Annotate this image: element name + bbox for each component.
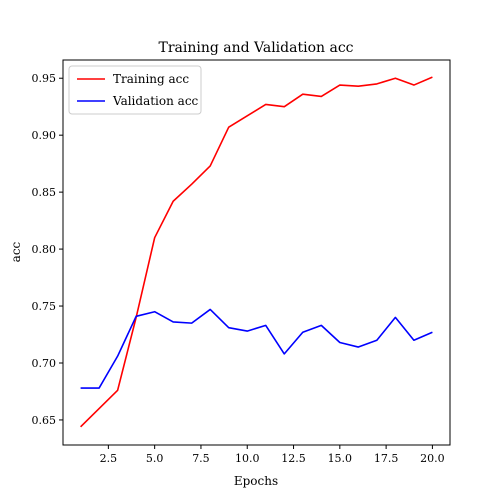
legend: Training acc Validation acc (68, 65, 202, 115)
x-tick-label: 10.0 (235, 452, 260, 465)
y-tick-label: 0.95 (32, 72, 57, 85)
legend-label: Validation acc (112, 94, 199, 108)
x-axis-label: Epochs (234, 474, 278, 488)
legend-label: Training acc (113, 72, 189, 86)
series-line-validation-acc (80, 308, 433, 389)
x-tick-label: 17.5 (374, 452, 399, 465)
chart-title: Training and Validation acc (158, 40, 353, 56)
series-lines (80, 76, 433, 428)
x-tick-label: 7.5 (192, 452, 210, 465)
series-line-training-acc (80, 76, 433, 428)
x-tick-label: 2.5 (100, 452, 118, 465)
y-tick-label: 0.90 (32, 129, 57, 142)
ticks: 2.5 5.0 7.5 10.0 12.5 15.0 17.5 20.0 0.65 0.70 0.7… (32, 72, 445, 465)
x-tick-label: 20.0 (420, 452, 445, 465)
plot-area (62, 59, 451, 446)
y-tick-label: 0.75 (32, 300, 57, 313)
y-tick-label: 0.65 (32, 414, 57, 427)
legend-box (68, 65, 202, 115)
x-tick-label: 5.0 (146, 452, 164, 465)
y-tick-label: 0.80 (32, 243, 57, 256)
y-tick-label: 0.70 (32, 357, 57, 370)
x-tick-label: 15.0 (328, 452, 353, 465)
x-tick-label: 12.5 (281, 452, 306, 465)
y-axis-label: acc (9, 241, 23, 262)
y-tick-label: 0.85 (32, 186, 57, 199)
